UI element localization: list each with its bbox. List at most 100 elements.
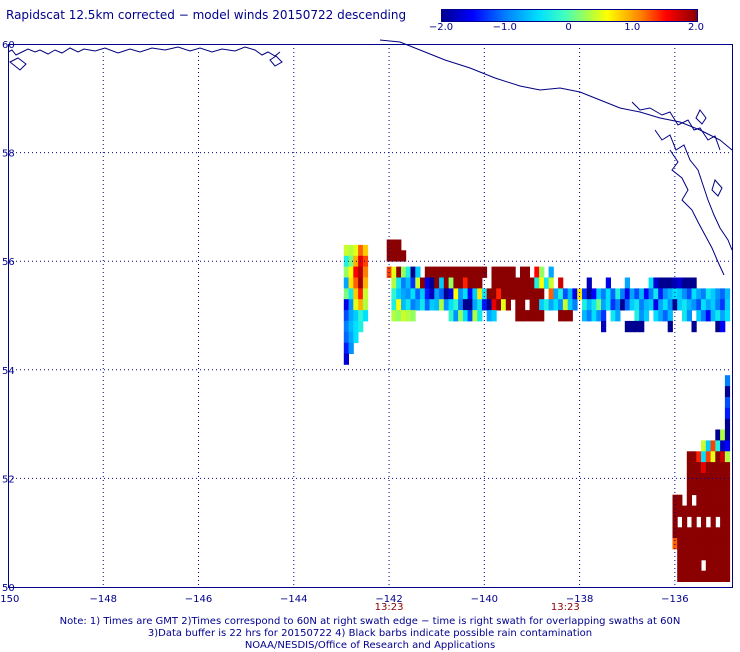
wind-cell	[701, 440, 707, 452]
wind-cell	[405, 299, 411, 311]
wind-cell	[677, 299, 683, 311]
wind-cell	[496, 288, 502, 300]
wind-cell	[710, 299, 716, 311]
wind-cell	[501, 288, 507, 300]
wind-cell	[648, 299, 654, 311]
wind-cell	[458, 266, 464, 278]
wind-cell	[724, 516, 731, 528]
wind-cell	[620, 288, 626, 300]
wind-cell	[405, 310, 411, 322]
wind-cell	[701, 505, 707, 517]
wind-cell	[720, 310, 726, 322]
wind-cell	[686, 299, 692, 311]
wind-cell	[715, 483, 721, 496]
wind-cell	[582, 288, 588, 300]
wind-cell	[539, 288, 545, 300]
wind-cell	[720, 299, 726, 311]
wind-cell	[696, 483, 702, 496]
latitude-tick-label: 60	[2, 40, 15, 51]
wind-cell	[486, 299, 492, 311]
wind-cell	[491, 288, 497, 300]
wind-cell	[672, 516, 678, 528]
wind-cell	[720, 516, 726, 528]
wind-cell	[548, 299, 554, 311]
wind-cell	[391, 288, 397, 300]
wind-cell	[467, 277, 473, 289]
wind-cell	[396, 266, 402, 278]
wind-cell	[443, 277, 449, 289]
wind-cell	[362, 288, 369, 300]
wind-cell	[439, 277, 445, 289]
wind-cell	[362, 310, 369, 322]
wind-cell	[443, 288, 449, 300]
wind-cell	[410, 310, 416, 322]
wind-cell	[724, 483, 731, 496]
swath-time-labels: 13:23 13:23	[375, 602, 580, 613]
wind-cell	[472, 310, 478, 322]
wind-cell	[601, 288, 607, 300]
wind-cell	[467, 288, 473, 300]
wind-cell	[677, 570, 683, 582]
wind-cell	[501, 277, 507, 289]
wind-cell	[662, 299, 669, 311]
wind-cell	[620, 299, 626, 311]
wind-cell	[434, 299, 440, 311]
wind-cell	[720, 320, 726, 333]
wind-cell	[701, 299, 707, 311]
wind-cell	[682, 549, 688, 561]
wind-cell	[724, 451, 731, 463]
wind-cell	[391, 250, 397, 262]
wind-cell	[448, 288, 454, 300]
wind-cell	[596, 299, 602, 311]
wind-cell	[682, 538, 688, 550]
wind-cell	[348, 299, 354, 311]
wind-cell	[358, 266, 364, 278]
wind-cell	[401, 250, 407, 262]
wind-cell	[701, 288, 707, 300]
wind-cell	[677, 277, 683, 289]
wind-cell	[710, 505, 716, 517]
wind-cell	[396, 310, 402, 322]
wind-cell	[396, 277, 402, 289]
wind-cell	[686, 570, 692, 582]
wind-cell	[448, 266, 454, 278]
wind-cell	[672, 288, 678, 300]
wind-cell	[691, 549, 697, 561]
wind-cell	[505, 288, 511, 300]
wind-cell	[653, 277, 659, 289]
wind-cell	[701, 473, 707, 485]
wind-cell	[520, 299, 526, 311]
wind-cell	[348, 310, 354, 322]
wind-cell	[701, 570, 707, 582]
wind-cell	[672, 538, 678, 550]
wind-cell	[358, 244, 364, 257]
wind-cell	[529, 310, 535, 322]
wind-cell	[715, 473, 721, 485]
wind-cell	[343, 266, 349, 278]
wind-cell	[582, 299, 588, 311]
wind-cell	[343, 310, 349, 322]
wind-cell	[710, 288, 716, 300]
wind-cell	[510, 277, 516, 289]
wind-cell	[705, 288, 711, 300]
wind-cell	[662, 310, 669, 322]
wind-cell	[501, 299, 507, 311]
wind-cell	[591, 288, 597, 300]
wind-cell	[705, 310, 711, 322]
wind-cell	[586, 310, 592, 322]
wind-cell	[677, 288, 683, 300]
wind-cell	[348, 255, 354, 268]
wind-cell	[672, 505, 678, 517]
wind-cell	[410, 266, 416, 278]
wind-cell	[682, 570, 688, 582]
wind-cell	[653, 310, 659, 322]
wind-cell	[424, 277, 430, 289]
wind-cell	[477, 288, 483, 300]
wind-cell	[634, 288, 640, 300]
wind-cell	[353, 320, 359, 333]
latitude-tick-label: 58	[2, 149, 15, 160]
wind-cell	[705, 462, 711, 474]
wind-cell	[577, 288, 583, 300]
wind-cell	[348, 288, 354, 300]
wind-cell	[682, 516, 688, 528]
